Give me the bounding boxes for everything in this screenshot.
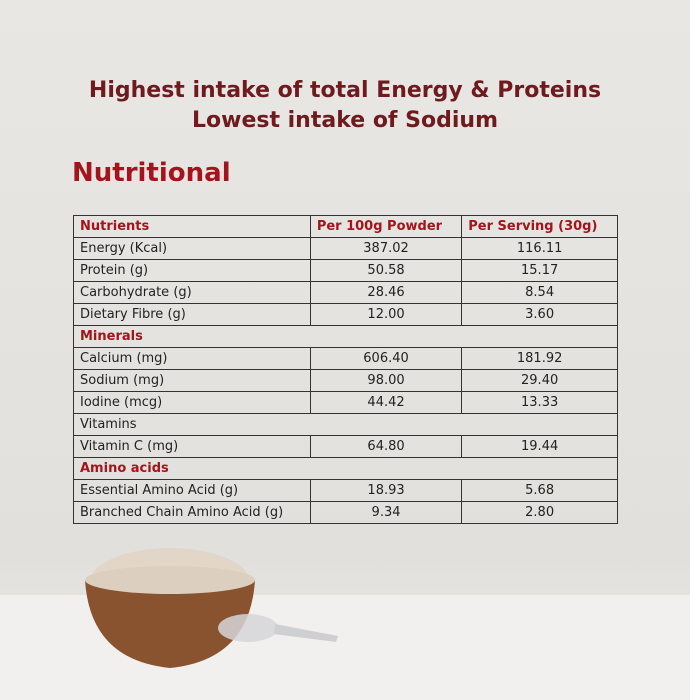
- nutrient-cell: Energy (Kcal): [73, 237, 311, 260]
- value-cell: 12.00: [309, 303, 463, 326]
- product-illustration: [0, 548, 690, 700]
- nutrient-cell: Protein (g): [73, 259, 311, 282]
- table-row: Protein (g) 50.58 15.17: [73, 259, 618, 282]
- nutrition-table: Nutrients Per 100g Powder Per Serving (30g…: [73, 215, 618, 524]
- value-cell: 8.54: [461, 281, 618, 304]
- section-title: Nutritional: [72, 158, 231, 188]
- value-cell: 181.92: [461, 347, 618, 370]
- header-row: Nutrients Per 100g Powder Per Serving (30g…: [73, 215, 618, 238]
- section-row: Amino acids: [73, 457, 618, 480]
- scoop-handle: [274, 624, 338, 642]
- value-cell: 44.42: [309, 391, 463, 414]
- value-cell: 50.58: [309, 259, 463, 282]
- value-cell: 13.33: [461, 391, 618, 414]
- column-header: Per Serving (30g): [461, 215, 618, 238]
- value-cell: 28.46: [309, 281, 463, 304]
- value-cell: 98.00: [309, 369, 463, 392]
- table-row: Carbohydrate (g) 28.46 8.54: [73, 281, 618, 304]
- powder-top: [85, 566, 255, 594]
- section-label: Minerals: [73, 325, 618, 348]
- column-header: Nutrients: [73, 215, 311, 238]
- value-cell: 15.17: [461, 259, 618, 282]
- table-row: Calcium (mg) 606.40 181.92: [73, 347, 618, 370]
- section-row: Minerals: [73, 325, 618, 348]
- table-row: Dietary Fibre (g) 12.00 3.60: [73, 303, 618, 326]
- nutrient-cell: Sodium (mg): [73, 369, 311, 392]
- scoop: [218, 614, 278, 642]
- value-cell: 2.80: [461, 501, 618, 524]
- value-cell: 18.93: [309, 479, 463, 502]
- bowl: [85, 570, 255, 668]
- table-row: Energy (Kcal) 387.02 116.11: [73, 237, 618, 260]
- section-label: Vitamins: [73, 413, 618, 436]
- value-cell: 3.60: [461, 303, 618, 326]
- value-cell: 29.40: [461, 369, 618, 392]
- value-cell: 116.11: [461, 237, 618, 260]
- value-cell: 5.68: [461, 479, 618, 502]
- table-row: Sodium (mg) 98.00 29.40: [73, 369, 618, 392]
- table-row: Essential Amino Acid (g) 18.93 5.68: [73, 479, 618, 502]
- headline: Highest intake of total Energy & Protein…: [88, 78, 602, 103]
- nutrient-cell: Calcium (mg): [73, 347, 311, 370]
- value-cell: 9.34: [309, 501, 463, 524]
- headline: Lowest intake of Sodium: [191, 108, 498, 133]
- nutrient-cell: Branched Chain Amino Acid (g): [73, 501, 311, 524]
- nutrient-cell: Dietary Fibre (g): [73, 303, 311, 326]
- section-row: Vitamins: [73, 413, 618, 436]
- value-cell: 387.02: [309, 237, 463, 260]
- nutrient-cell: Essential Amino Acid (g): [73, 479, 311, 502]
- value-cell: 64.80: [309, 435, 463, 458]
- nutrient-cell: Iodine (mcg): [73, 391, 311, 414]
- section-label: Amino acids: [73, 457, 618, 480]
- value-cell: 606.40: [309, 347, 463, 370]
- table-row: Vitamin C (mg) 64.80 19.44: [73, 435, 618, 458]
- table-row: Iodine (mcg) 44.42 13.33: [73, 391, 618, 414]
- nutrient-cell: Vitamin C (mg): [73, 435, 311, 458]
- table-row: Branched Chain Amino Acid (g) 9.34 2.80: [73, 501, 618, 524]
- value-cell: 19.44: [461, 435, 618, 458]
- column-header: Per 100g Powder: [309, 215, 463, 238]
- nutrient-cell: Carbohydrate (g): [73, 281, 311, 304]
